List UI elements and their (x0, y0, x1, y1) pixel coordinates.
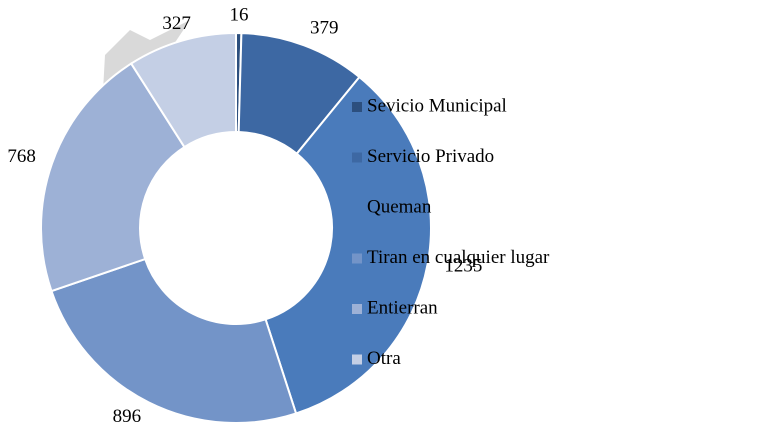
legend-label: Servicio Privado (367, 146, 494, 167)
donut-slice (40, 62, 186, 293)
legend-swatch (352, 203, 362, 213)
data-label: 16 (229, 4, 248, 25)
legend-swatch (352, 354, 362, 365)
legend-label: Queman (367, 196, 432, 217)
legend-swatch (352, 152, 362, 163)
donut-slice (129, 31, 237, 149)
data-label: 379 (310, 18, 339, 39)
donut-slice (264, 75, 432, 415)
legend-swatch (352, 304, 362, 314)
legend-label: Sevicio Municipal (367, 95, 507, 116)
legend-swatch (352, 102, 362, 112)
data-label: 327 (162, 13, 191, 34)
legend-label: Entierran (367, 297, 438, 318)
donut-slice (50, 257, 298, 424)
data-label: 768 (7, 146, 36, 167)
legend-swatch (352, 253, 362, 264)
data-label: 896 (113, 406, 142, 427)
legend-label: Otra (367, 348, 401, 369)
legend-label: Tiran en cualquier lugar (367, 247, 550, 268)
data-label: 1235 (444, 256, 482, 277)
